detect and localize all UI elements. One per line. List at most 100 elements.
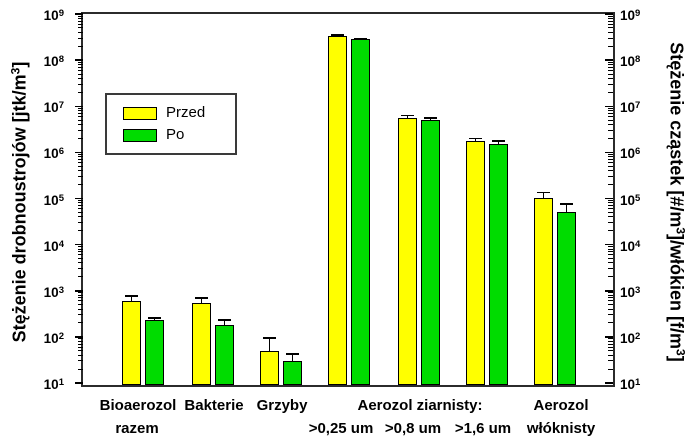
y-tick-minor-left	[78, 268, 83, 270]
y-tick-minor-left	[78, 31, 83, 33]
legend: Przed Po	[105, 93, 237, 155]
y-tick-minor-left	[78, 73, 83, 75]
error-bar-cap-po-0	[148, 316, 161, 319]
y-tick-minor-right	[608, 292, 613, 294]
y-tick-minor-left	[78, 175, 83, 177]
bar-przed-2	[260, 350, 279, 385]
x-category-label-row1: Aerozol ziarnisty:	[357, 397, 483, 414]
error-bar-cap-przed-0	[125, 294, 138, 297]
y-tick-major-left	[75, 59, 83, 61]
y-tick-minor-left	[78, 262, 83, 264]
error-bar-cap-po-2	[286, 352, 299, 355]
y-tick-major-left	[75, 13, 83, 15]
y-tick-minor-right	[608, 222, 613, 224]
y-tick-label-left: 108	[43, 54, 64, 70]
y-tick-label-right: 101	[620, 377, 641, 392]
y-tick-minor-left	[78, 137, 83, 139]
y-tick-minor-right	[608, 322, 613, 324]
legend-label-przed: Przed	[166, 104, 206, 121]
y-tick-minor-right	[608, 73, 613, 75]
bar-przed-0	[122, 300, 141, 385]
y-tick-minor-right	[608, 314, 613, 316]
y-tick-minor-left	[78, 37, 83, 39]
y-tick-minor-left	[78, 77, 83, 79]
error-bar-line-przed-2	[268, 337, 271, 352]
y-tick-label-left: 107	[43, 100, 64, 116]
y-tick-label-right: 109	[620, 8, 641, 23]
y-tick-minor-right	[608, 208, 613, 210]
y-tick-minor-left	[78, 304, 83, 306]
y-tick-major-right	[605, 290, 613, 292]
x-category-label-row1: Bakterie	[184, 397, 244, 414]
y-tick-minor-right	[608, 27, 613, 29]
x-category-label-row2: włóknisty	[526, 420, 596, 437]
y-tick-minor-right	[608, 246, 613, 248]
y-tick-minor-left	[78, 254, 83, 256]
y-tick-minor-left	[78, 205, 83, 207]
bar-przed-3	[328, 36, 347, 385]
y-tick-minor-left	[78, 159, 83, 161]
y-tick-minor-left	[78, 314, 83, 316]
y-tick-minor-left	[78, 248, 83, 250]
y-tick-label-right: 104	[620, 238, 641, 254]
y-tick-minor-right	[608, 300, 613, 302]
y-tick-minor-left	[78, 292, 83, 294]
y-tick-minor-right	[608, 91, 613, 93]
y-tick-minor-right	[608, 338, 613, 340]
y-tick-minor-right	[608, 308, 613, 310]
y-tick-minor-right	[608, 137, 613, 139]
y-tick-minor-left	[78, 340, 83, 342]
y-tick-minor-right	[608, 248, 613, 250]
legend-swatch-przed	[123, 106, 157, 120]
y-tick-minor-left	[78, 216, 83, 218]
y-tick-minor-left	[78, 129, 83, 131]
y-tick-minor-left	[78, 251, 83, 253]
y-tick-minor-left	[78, 91, 83, 93]
y-tick-label-right: 106	[620, 146, 641, 162]
bar-po-1	[215, 325, 234, 385]
bar-po-4	[421, 120, 440, 385]
y-tick-minor-left	[78, 211, 83, 213]
y-tick-minor-right	[608, 262, 613, 264]
y-tick-minor-right	[608, 119, 613, 121]
y-tick-minor-left	[78, 294, 83, 296]
y-tick-minor-right	[608, 124, 613, 126]
y-tick-major-right	[605, 105, 613, 107]
y-tick-major-left	[75, 382, 83, 384]
y-tick-minor-left	[78, 202, 83, 204]
bar-przed-6	[534, 197, 553, 385]
y-tick-minor-right	[608, 107, 613, 109]
y-tick-minor-right	[608, 64, 613, 66]
y-tick-minor-left	[78, 208, 83, 210]
y-tick-major-left	[75, 197, 83, 200]
legend-item-po: Po	[123, 127, 235, 143]
y-tick-minor-right	[608, 110, 613, 112]
error-bar-cap-przed-1	[195, 296, 208, 299]
error-bar-line-przed-0	[130, 295, 133, 302]
y-tick-minor-left	[78, 300, 83, 302]
y-tick-minor-left	[78, 162, 83, 164]
y-tick-major-left	[75, 105, 83, 107]
error-bar-cap-przed-2	[263, 337, 276, 339]
bar-przed-5	[466, 141, 485, 385]
error-bar-cap-przed-3	[331, 34, 344, 36]
y-tick-minor-right	[608, 175, 613, 177]
error-bar-cap-po-3	[354, 37, 367, 40]
y-tick-minor-left	[78, 350, 83, 352]
left-axis-title: Stężenie drobnoustrojów [jtk/m3]	[8, 61, 30, 343]
y-tick-minor-left	[78, 17, 83, 19]
x-category-label-row2: >1,6 um	[454, 420, 512, 437]
bar-przed-1	[192, 302, 211, 385]
y-tick-minor-left	[78, 115, 83, 117]
error-bar-line-przed-5	[474, 138, 477, 143]
y-tick-minor-right	[608, 61, 613, 63]
y-tick-label-left: 103	[43, 284, 64, 300]
y-tick-minor-left	[78, 360, 83, 362]
y-tick-minor-right	[608, 360, 613, 362]
y-tick-minor-right	[608, 69, 613, 71]
y-tick-minor-right	[608, 368, 613, 370]
error-bar-line-przed-4	[406, 115, 409, 119]
y-tick-minor-right	[608, 129, 613, 131]
bar-po-0	[145, 320, 164, 385]
y-tick-major-right	[605, 197, 613, 200]
